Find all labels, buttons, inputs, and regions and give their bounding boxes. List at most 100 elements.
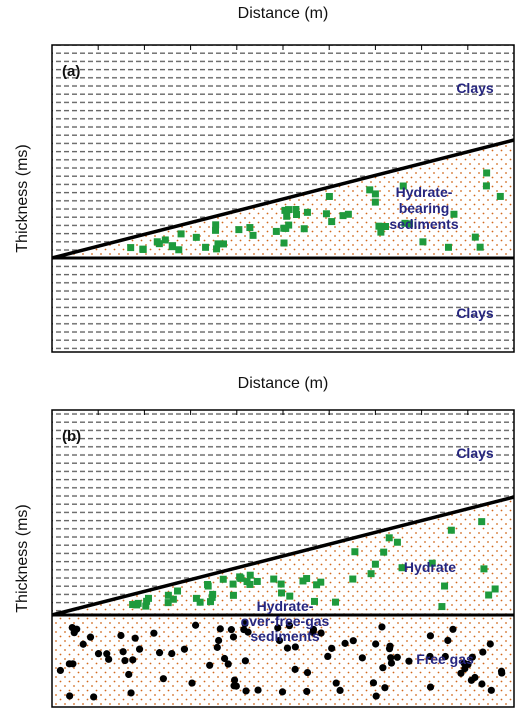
hydrate-grain bbox=[213, 245, 221, 253]
hydrate-grain bbox=[249, 231, 257, 239]
hydrate-grain bbox=[177, 230, 185, 238]
gas-dot bbox=[457, 669, 465, 677]
hydrate-grain bbox=[303, 208, 311, 216]
gas-dot bbox=[328, 644, 336, 652]
gas-dot bbox=[461, 664, 469, 673]
hydrate-grain bbox=[483, 169, 491, 177]
hydrate-grain bbox=[428, 559, 436, 567]
hydrate-grain bbox=[143, 597, 151, 605]
gas-dot bbox=[358, 654, 366, 662]
hydrate-grain bbox=[382, 223, 390, 231]
hydrate-grain bbox=[246, 580, 254, 588]
gas-dot bbox=[278, 688, 287, 696]
gas-dot bbox=[220, 654, 229, 663]
gas-dot bbox=[240, 625, 248, 634]
gas-dot bbox=[188, 679, 196, 687]
gas-dot bbox=[241, 657, 249, 665]
gas-dot bbox=[229, 633, 238, 641]
x-axis-title: Distance (m) bbox=[238, 375, 329, 392]
gas-dot bbox=[309, 628, 317, 637]
gas-dot bbox=[486, 640, 494, 648]
hydrate-grain bbox=[169, 242, 177, 250]
hydrate-grain bbox=[164, 599, 172, 607]
gas-dot bbox=[103, 650, 111, 658]
gas-dot bbox=[66, 692, 74, 700]
panel-label: (a) bbox=[62, 63, 80, 80]
hydrate-grain bbox=[300, 225, 308, 233]
layer-label: sediments bbox=[389, 216, 458, 232]
hydrate-grain bbox=[237, 574, 245, 582]
gas-dot bbox=[283, 644, 292, 652]
hydrate-grain bbox=[367, 570, 375, 578]
hydrate-grain bbox=[212, 221, 220, 229]
gas-dot bbox=[426, 683, 435, 691]
hydrate-grain bbox=[229, 580, 237, 588]
gas-dot bbox=[317, 629, 325, 637]
gas-dot bbox=[444, 636, 452, 645]
gas-dot bbox=[324, 652, 332, 661]
gas-dot bbox=[135, 645, 144, 653]
hydrate-grain bbox=[270, 575, 278, 583]
gas-dot bbox=[105, 655, 113, 663]
hydrate-grain bbox=[253, 577, 261, 585]
layer-label: Hydrate- bbox=[396, 184, 453, 200]
layer-label: Hydrate- bbox=[257, 598, 314, 614]
gas-dot bbox=[79, 640, 87, 648]
hydrate-grain bbox=[192, 594, 200, 602]
gas-dot bbox=[213, 643, 221, 651]
hydrate-grain bbox=[286, 592, 294, 600]
gas-dot bbox=[241, 620, 249, 628]
hydrate-grain bbox=[444, 243, 452, 251]
hydrate-grain bbox=[401, 219, 409, 227]
hydrate-grain bbox=[202, 243, 210, 251]
gas-dot bbox=[449, 625, 457, 633]
hydrate-grain bbox=[380, 548, 388, 556]
layer-label: Clays bbox=[456, 305, 494, 321]
gas-dot bbox=[405, 657, 413, 665]
gas-dot bbox=[387, 654, 395, 662]
gas-dot bbox=[274, 624, 282, 632]
hydrate-grain bbox=[313, 581, 321, 589]
layer-label: sediments bbox=[250, 628, 319, 644]
gas-dot bbox=[378, 623, 386, 631]
gas-dot bbox=[224, 660, 232, 668]
gas-dot bbox=[168, 649, 176, 658]
wedge-top bbox=[51, 138, 515, 260]
gas-dot bbox=[227, 626, 235, 634]
gas-dot bbox=[242, 687, 250, 695]
hydrate-grain bbox=[207, 598, 215, 606]
gas-dot bbox=[369, 679, 378, 687]
layer-label: Clays bbox=[456, 445, 494, 461]
gas-dot bbox=[159, 675, 167, 683]
hydrate-grain bbox=[246, 571, 254, 579]
hydrate-grain bbox=[285, 206, 293, 214]
hydrate-grain bbox=[339, 212, 347, 220]
hydrate-grain bbox=[310, 597, 318, 605]
hydrate-grain bbox=[175, 246, 183, 254]
gas-dot bbox=[86, 633, 95, 641]
y-axis-title: Thickness (ms) bbox=[14, 504, 31, 612]
gas-dot bbox=[216, 625, 224, 633]
hydrate-grain bbox=[127, 244, 135, 252]
hydrate-grain bbox=[235, 226, 243, 234]
gas-dot bbox=[349, 637, 357, 645]
hydrate-grain bbox=[385, 534, 393, 542]
hydrate-grain bbox=[393, 538, 401, 546]
gas-dot bbox=[498, 669, 506, 677]
hydrate-grain bbox=[278, 589, 286, 597]
hydrate-grain bbox=[399, 182, 407, 190]
hydrate-grain bbox=[293, 211, 301, 219]
gas-dot bbox=[441, 652, 449, 661]
hydrate-grain bbox=[419, 238, 427, 246]
gas-dot bbox=[285, 622, 294, 630]
gas-dot bbox=[479, 648, 487, 656]
hydrate-grain bbox=[129, 601, 137, 609]
hydrate-grain bbox=[471, 233, 479, 241]
gas-dot bbox=[117, 631, 125, 640]
hydrate-grain bbox=[485, 591, 493, 599]
gas-dot bbox=[468, 653, 476, 661]
gas-dot bbox=[426, 632, 435, 640]
hydrate-grain bbox=[398, 564, 406, 572]
layer-label: Hydrate bbox=[404, 559, 456, 575]
hydrate-grain bbox=[328, 218, 336, 226]
